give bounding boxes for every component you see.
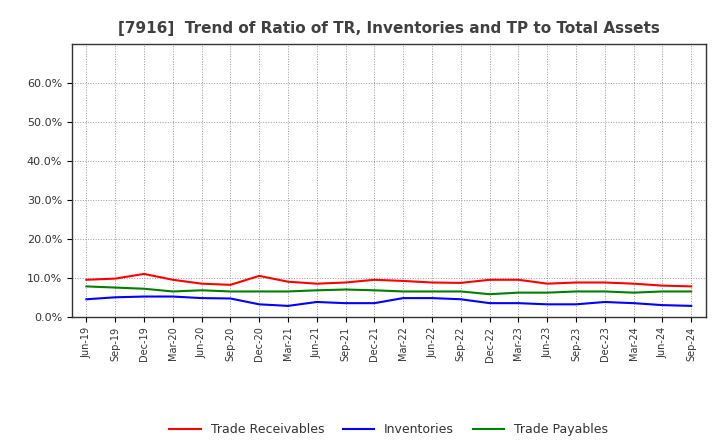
Inventories: [629, 301, 638, 306]
Inventories: [600, 299, 609, 304]
Line: Inventories: Inventories: [86, 297, 691, 306]
Trade Receivables: [111, 276, 120, 281]
Trade Receivables: [341, 280, 350, 285]
Trade Receivables: [600, 280, 609, 285]
Trade Receivables: [485, 277, 494, 282]
Trade Receivables: [456, 280, 465, 286]
Trade Payables: [255, 289, 264, 294]
Inventories: [370, 301, 379, 306]
Trade Receivables: [312, 281, 321, 286]
Trade Receivables: [514, 277, 523, 282]
Trade Payables: [399, 289, 408, 294]
Trade Payables: [111, 285, 120, 290]
Inventories: [255, 302, 264, 307]
Inventories: [168, 294, 177, 299]
Trade Receivables: [140, 271, 148, 277]
Trade Receivables: [284, 279, 292, 284]
Trade Receivables: [370, 277, 379, 282]
Inventories: [140, 294, 148, 299]
Inventories: [226, 296, 235, 301]
Title: [7916]  Trend of Ratio of TR, Inventories and TP to Total Assets: [7916] Trend of Ratio of TR, Inventories…: [118, 21, 660, 36]
Trade Receivables: [168, 277, 177, 282]
Trade Receivables: [543, 281, 552, 286]
Trade Receivables: [399, 279, 408, 284]
Inventories: [82, 297, 91, 302]
Line: Trade Payables: Trade Payables: [86, 286, 691, 294]
Trade Payables: [629, 290, 638, 295]
Trade Payables: [658, 289, 667, 294]
Trade Receivables: [687, 284, 696, 289]
Trade Payables: [456, 289, 465, 294]
Line: Trade Receivables: Trade Receivables: [86, 274, 691, 286]
Trade Receivables: [197, 281, 206, 286]
Inventories: [341, 301, 350, 306]
Trade Payables: [226, 289, 235, 294]
Trade Receivables: [255, 273, 264, 279]
Trade Payables: [514, 290, 523, 295]
Trade Receivables: [629, 281, 638, 286]
Inventories: [399, 295, 408, 301]
Inventories: [514, 301, 523, 306]
Inventories: [284, 303, 292, 308]
Trade Payables: [284, 289, 292, 294]
Trade Receivables: [572, 280, 580, 285]
Inventories: [428, 295, 436, 301]
Trade Receivables: [428, 280, 436, 285]
Inventories: [687, 303, 696, 308]
Trade Payables: [687, 289, 696, 294]
Trade Payables: [312, 288, 321, 293]
Trade Receivables: [82, 277, 91, 282]
Trade Payables: [600, 289, 609, 294]
Inventories: [312, 299, 321, 304]
Trade Payables: [82, 284, 91, 289]
Trade Receivables: [226, 282, 235, 287]
Trade Payables: [168, 289, 177, 294]
Trade Payables: [485, 292, 494, 297]
Inventories: [485, 301, 494, 306]
Trade Payables: [572, 289, 580, 294]
Trade Payables: [341, 287, 350, 292]
Trade Receivables: [658, 283, 667, 288]
Legend: Trade Receivables, Inventories, Trade Payables: Trade Receivables, Inventories, Trade Pa…: [164, 418, 613, 440]
Trade Payables: [197, 288, 206, 293]
Trade Payables: [140, 286, 148, 291]
Inventories: [111, 295, 120, 300]
Inventories: [197, 295, 206, 301]
Inventories: [456, 297, 465, 302]
Trade Payables: [543, 290, 552, 295]
Inventories: [543, 302, 552, 307]
Trade Payables: [370, 288, 379, 293]
Trade Payables: [428, 289, 436, 294]
Inventories: [658, 302, 667, 308]
Inventories: [572, 302, 580, 307]
